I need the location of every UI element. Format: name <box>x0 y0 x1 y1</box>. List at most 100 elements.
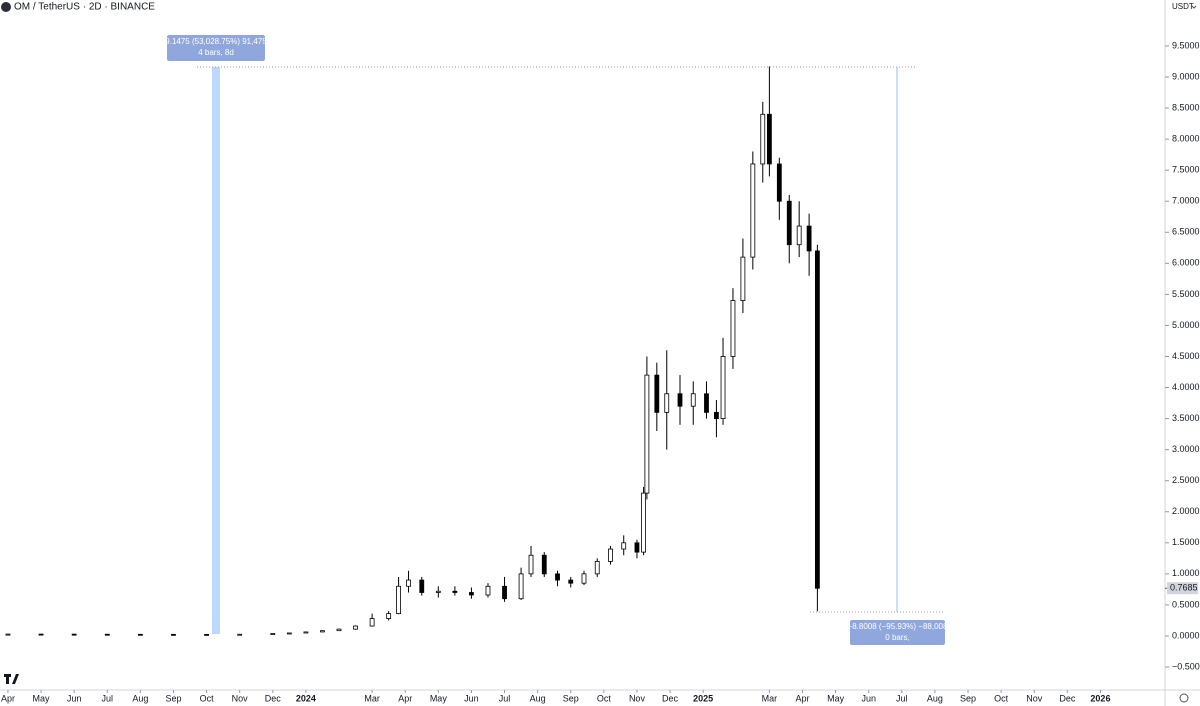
candle-body <box>5 633 11 636</box>
x-tick-label: May <box>33 693 51 703</box>
candle-body <box>435 590 441 593</box>
x-tick-label: 2024 <box>296 693 316 703</box>
y-tick-label: 8.0000 <box>1172 133 1200 143</box>
candle-body <box>720 356 726 419</box>
candle-body <box>541 554 547 575</box>
y-tick-label: 6.5000 <box>1172 227 1200 237</box>
candle-body <box>452 590 458 593</box>
x-tick-label: Oct <box>200 693 215 703</box>
currency-label[interactable]: USDT <box>1172 2 1194 11</box>
candle-body <box>555 573 560 581</box>
candle-body <box>270 633 276 636</box>
candle-body <box>320 630 325 633</box>
candle-body <box>766 113 772 165</box>
y-tick-label: 2.5000 <box>1172 475 1200 485</box>
y-tick-label: 5.5000 <box>1172 289 1200 299</box>
candle-body <box>760 113 766 165</box>
y-tick-label: 5.0000 <box>1172 320 1200 330</box>
candle-body <box>634 542 640 553</box>
candle-body <box>369 618 375 627</box>
y-tick-label: 7.0000 <box>1172 196 1200 206</box>
candle-body <box>237 633 243 636</box>
y-tick-label: 4.0000 <box>1172 382 1200 392</box>
candle-body <box>171 633 176 636</box>
candle-body <box>303 631 309 634</box>
dropdown-icon[interactable] <box>1191 5 1197 9</box>
y-tick-label: 0.5000 <box>1172 599 1200 609</box>
candle-body <box>581 573 587 584</box>
candle-body <box>644 374 650 494</box>
y-tick-label: 6.0000 <box>1172 258 1200 268</box>
x-tick-label: Apr <box>1 693 15 703</box>
candle-body <box>786 200 792 246</box>
x-tick-label: Aug <box>927 693 943 703</box>
x-tick-label: Mar <box>364 693 380 703</box>
x-tick-label: Jul <box>896 693 908 703</box>
x-tick-label: Aug <box>132 693 148 703</box>
y-tick-label: 1.5000 <box>1172 537 1200 547</box>
x-tick-label: Sep <box>165 693 181 703</box>
settings-icon[interactable] <box>1179 693 1189 703</box>
x-tick-label: Jun <box>464 693 479 703</box>
x-tick-label: Jul <box>499 693 511 703</box>
x-tick-label: Oct <box>597 693 612 703</box>
y-tick-label: 0.0000 <box>1172 630 1200 640</box>
symbol-title[interactable]: OM / TetherUS · 2D · BINANCE <box>14 2 155 13</box>
candle-body <box>469 592 474 596</box>
measure-box[interactable] <box>850 620 945 645</box>
last-price-label: 0.7685 <box>1170 583 1198 593</box>
candle-body <box>137 633 143 636</box>
x-tick-label: May <box>430 693 448 703</box>
candle-body <box>38 633 44 636</box>
candle-body <box>796 225 802 246</box>
x-tick-label: Jun <box>861 693 876 703</box>
x-tick-label: Sep <box>563 693 579 703</box>
candle-body <box>528 554 534 575</box>
candle-body <box>814 250 820 589</box>
measure-text: −8.8008 (−95.93%) −88,008 <box>848 622 948 631</box>
x-tick-label: Dec <box>1059 693 1076 703</box>
y-tick-label: 2.0000 <box>1172 506 1200 516</box>
measure-range[interactable] <box>212 67 220 634</box>
x-tick-label: Apr <box>795 693 809 703</box>
x-tick-label: Oct <box>994 693 1009 703</box>
candle-body <box>594 561 600 575</box>
candle-body <box>677 393 683 407</box>
candle-body <box>406 579 411 587</box>
candle-body <box>336 628 342 632</box>
candle-body <box>730 300 736 357</box>
x-tick-label: 2026 <box>1090 693 1110 703</box>
x-tick-label: Nov <box>629 693 646 703</box>
candle-body <box>502 585 507 600</box>
y-tick-label: 3.0000 <box>1172 444 1200 454</box>
candle-body <box>204 634 209 636</box>
x-tick-label: 2025 <box>693 693 713 703</box>
candle-body <box>664 393 670 413</box>
x-tick-label: Sep <box>960 693 976 703</box>
candle-body <box>396 585 401 615</box>
y-tick-label: 8.5000 <box>1172 102 1200 112</box>
y-tick-label: 4.5000 <box>1172 351 1200 361</box>
x-tick-label: May <box>827 693 845 703</box>
candle-body <box>104 633 110 636</box>
y-tick-label: 9.0000 <box>1172 71 1200 81</box>
candle-body <box>704 393 709 413</box>
symbol-icon[interactable] <box>1 2 11 12</box>
candle-body <box>419 579 425 593</box>
x-tick-label: Aug <box>530 693 546 703</box>
candle-body <box>714 411 719 419</box>
candle-body <box>690 393 696 407</box>
x-tick-label: Dec <box>265 693 282 703</box>
candle-body <box>353 625 358 630</box>
x-tick-label: Nov <box>232 693 249 703</box>
candle-body <box>386 613 392 619</box>
x-tick-label: Nov <box>1026 693 1043 703</box>
candle-body <box>654 374 660 413</box>
y-tick-label: 7.5000 <box>1172 165 1200 175</box>
logo[interactable] <box>4 674 19 684</box>
measure-box[interactable] <box>167 35 265 61</box>
candle-body <box>568 579 574 584</box>
last-price-box <box>1167 582 1198 595</box>
